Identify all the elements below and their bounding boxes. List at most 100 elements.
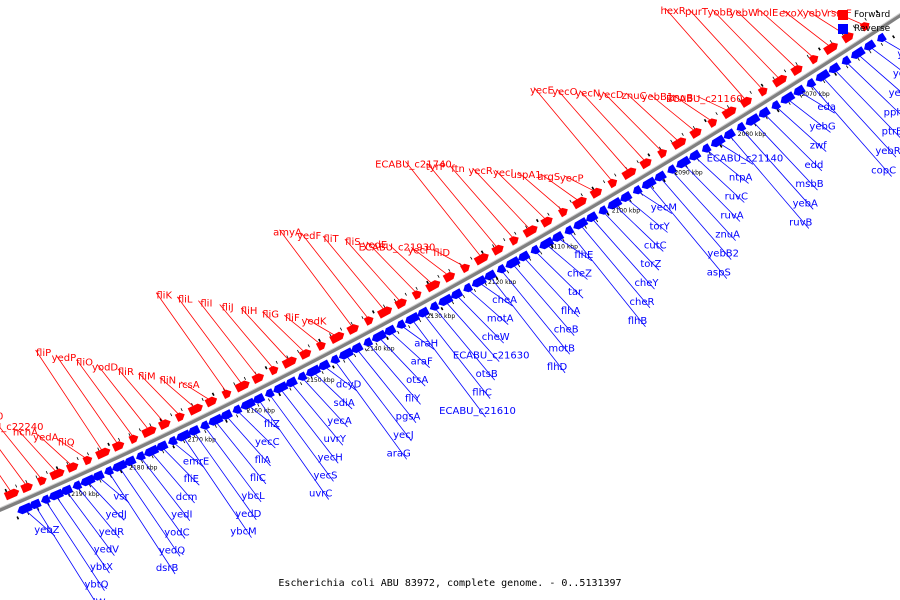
forward-gene-fliM xyxy=(174,412,185,422)
reverse-gene-label: yebB2 xyxy=(707,249,739,260)
reverse-gene-label: ybtQ xyxy=(84,580,108,591)
forward-gene-fliN xyxy=(187,403,203,416)
forward-gene-yecO xyxy=(621,167,637,180)
forward-leader xyxy=(579,90,647,163)
forward-leader xyxy=(540,173,581,203)
reverse-leader xyxy=(356,348,417,423)
scale-tick-mark xyxy=(580,193,583,197)
forward-leader xyxy=(0,449,28,488)
reverse-gene-label: pphA xyxy=(884,107,900,118)
forward-gene-fliF xyxy=(315,341,326,351)
scale-tick-mark xyxy=(214,424,217,428)
reverse-gene-otsA xyxy=(371,329,387,343)
scale-tick-mark xyxy=(880,42,884,46)
reverse-gene-label: ruvB xyxy=(789,218,812,229)
scale-tick-mark xyxy=(845,65,849,69)
reverse-leader xyxy=(511,263,575,336)
scale-tick-mark xyxy=(170,413,173,417)
scale-tick-mark xyxy=(86,452,89,456)
forward-gene-label: fliT xyxy=(323,234,339,245)
scale-tick-mark xyxy=(811,87,814,91)
scale-tick-mark xyxy=(636,160,639,164)
scale-tick-mark xyxy=(55,466,59,470)
forward-gene-hexR xyxy=(739,96,752,108)
reverse-gene-label: vsr xyxy=(113,492,129,503)
forward-leader xyxy=(405,161,483,259)
forward-gene-yedE xyxy=(411,290,422,300)
reverse-gene-label: znuA xyxy=(715,230,740,241)
forward-gene-label: yedP xyxy=(52,353,76,364)
reverse-gene-yebF xyxy=(877,32,887,43)
scale-tick-mark xyxy=(681,132,684,136)
reverse-gene-flhC xyxy=(417,306,430,318)
reverse-leader xyxy=(86,480,125,521)
forward-gene-argS xyxy=(571,196,587,210)
legend-reverse-label: Reverse xyxy=(854,24,891,34)
reverse-gene-yecJ xyxy=(338,347,354,360)
forward-gene-label: fliI xyxy=(200,299,212,310)
forward-gene-ECABU_c21930 xyxy=(425,280,441,293)
forward-gene-yebW xyxy=(790,65,803,76)
reverse-gene-label: yedQ xyxy=(159,545,185,556)
forward-gene-rcsA xyxy=(204,396,218,408)
forward-gene-label: ECABU_c21160 xyxy=(666,94,743,105)
reverse-gene-label: otsA xyxy=(406,375,428,386)
reverse-gene-label: ECABU_c21630 xyxy=(453,351,530,362)
scale-tick-mark xyxy=(437,274,440,278)
scale-tick-mark xyxy=(547,212,550,216)
reverse-gene-label: flhE xyxy=(574,250,593,261)
reverse-gene-label: motB xyxy=(548,343,575,354)
reverse-gene-label: dcyD xyxy=(336,380,362,391)
reverse-gene-cutC xyxy=(607,197,623,210)
scale-tick-mark xyxy=(629,199,632,203)
scale-tick-mark xyxy=(852,25,856,29)
scale-tick-mark xyxy=(426,280,429,285)
reverse-gene-zwf xyxy=(771,100,782,110)
scale-tick-mark xyxy=(310,376,313,380)
forward-leader xyxy=(366,241,418,295)
reverse-gene-label: fliA xyxy=(255,455,271,466)
forward-leader xyxy=(411,246,451,277)
reverse-gene-label: fliE xyxy=(184,474,199,485)
forward-gene-yedP xyxy=(111,441,125,452)
reverse-leader xyxy=(161,446,200,486)
forward-leader xyxy=(17,429,59,474)
forward-gene-yecD xyxy=(657,149,667,159)
scale-tick-mark xyxy=(703,118,707,123)
forward-gene-uspA1 xyxy=(558,207,568,218)
forward-gene-label: fliS xyxy=(345,237,360,248)
scale-tick-label: 2080 kbp xyxy=(738,131,766,138)
scale-tick-mark xyxy=(540,251,543,255)
scale-tick-mark xyxy=(857,57,860,61)
reverse-gene-ECABU_c21610 xyxy=(405,312,421,325)
scale-tick-mark xyxy=(738,98,741,101)
forward-leader xyxy=(563,175,597,193)
reverse-leader xyxy=(107,471,176,575)
scale-tick-mark xyxy=(806,54,810,58)
reverse-gene-label: cheW xyxy=(482,332,510,343)
reverse-gene-yebR xyxy=(815,69,831,82)
forward-gene-label: fliP xyxy=(36,348,51,359)
backbone-highlight xyxy=(0,12,900,509)
scale-tick-mark xyxy=(364,348,367,352)
scale-tick-mark xyxy=(869,50,872,54)
scale-tick-mark xyxy=(151,455,154,459)
forward-leader xyxy=(517,171,565,212)
forward-leader xyxy=(649,93,697,133)
reverse-leader xyxy=(740,127,814,210)
scale-tick-mark xyxy=(243,376,246,380)
reverse-leader xyxy=(312,371,353,410)
reverse-leader xyxy=(76,485,120,539)
forward-gene-fliS xyxy=(394,298,407,310)
reverse-gene-label: araH xyxy=(414,338,438,349)
forward-gene-label: yebV xyxy=(803,9,828,20)
reverse-gene-label: motA xyxy=(487,314,514,325)
scale-tick-mark xyxy=(662,178,666,183)
reverse-gene-znuA xyxy=(667,164,678,174)
reverse-leader xyxy=(279,388,339,464)
scale-tick-mark xyxy=(614,173,617,177)
reverse-gene-ruvC xyxy=(689,149,702,161)
scale-tick-mark xyxy=(289,387,292,391)
reverse-gene-label: yecA xyxy=(327,416,352,427)
legend-forward: Forward xyxy=(838,8,890,22)
